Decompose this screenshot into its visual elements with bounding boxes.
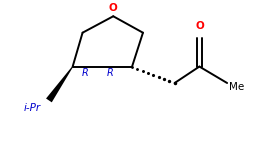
Text: O: O (109, 3, 118, 13)
Text: Me: Me (229, 82, 244, 92)
Text: R: R (107, 68, 114, 78)
Text: R: R (82, 68, 89, 78)
Text: O: O (195, 21, 204, 31)
Text: i-Pr: i-Pr (23, 103, 40, 113)
Polygon shape (46, 66, 73, 102)
